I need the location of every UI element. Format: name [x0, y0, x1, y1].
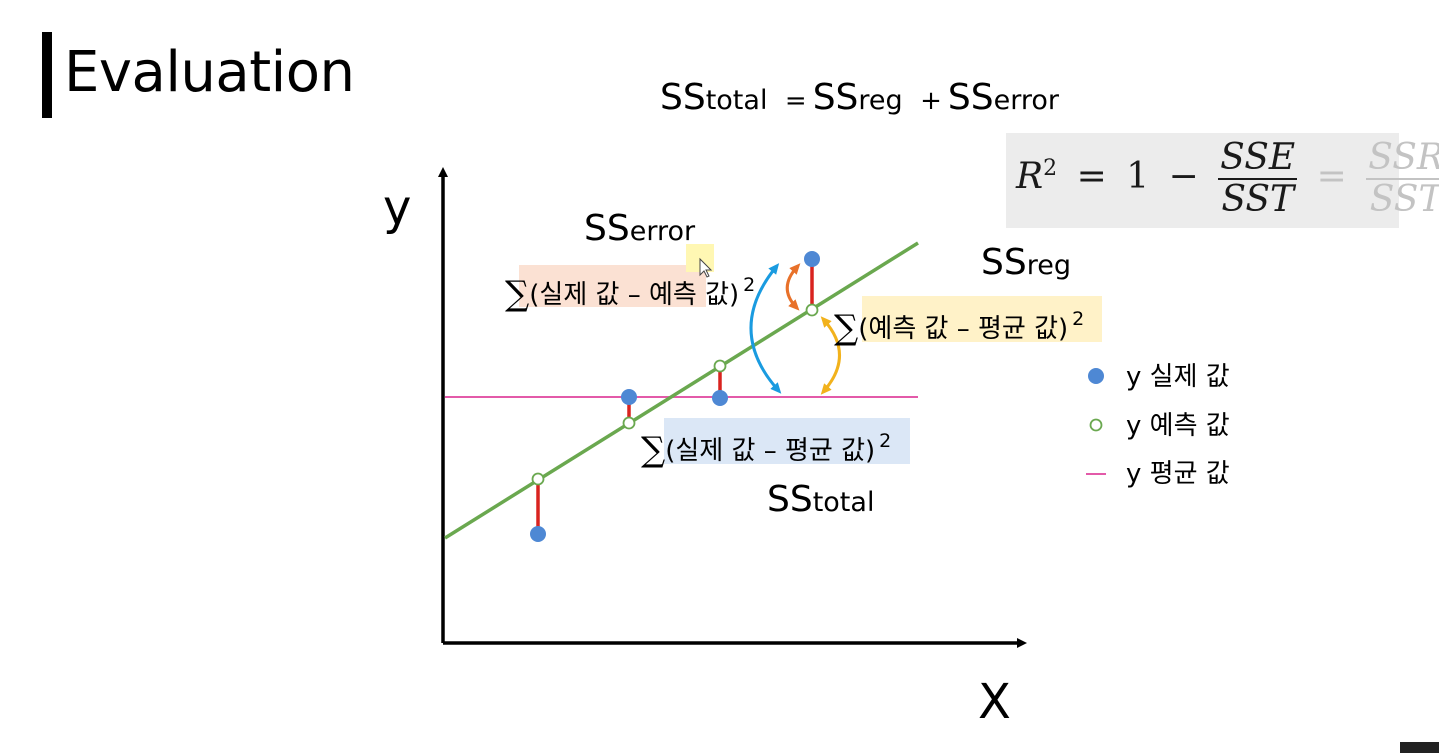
eq-term1-main: SS [812, 77, 859, 118]
actual-point [621, 389, 637, 405]
r2-fraction-ssr-sst: SSR SST [1366, 138, 1439, 220]
formula-body: (실제 값 – 평균 값) [665, 436, 876, 466]
r2-formula-box [1006, 133, 1399, 228]
ss-total-sub: total [812, 487, 875, 518]
sum-symbol: ∑ [834, 308, 859, 348]
formula-exponent: 2 [743, 274, 756, 296]
r2-equals: = [1076, 156, 1107, 197]
regression-line [444, 241, 919, 540]
eq-plus: + [920, 86, 942, 116]
r2-frac1-denominator: SST [1221, 179, 1295, 220]
ss-reg-sub: reg [1026, 250, 1071, 281]
video-overlay-corner [1400, 742, 1439, 753]
predicted-point [713, 359, 727, 373]
formula-sstotal: ∑(실제 값 – 평균 값) 2 [641, 424, 891, 468]
actual-point [712, 390, 728, 406]
r2-fraction-sse-sst: SSE SST [1218, 137, 1298, 220]
formula-exponent: 2 [1072, 308, 1085, 330]
arrow-sstotal [749, 263, 782, 394]
r2-exponent: 2 [1043, 156, 1058, 181]
legend-mean-label: y 평균 값 [1126, 459, 1230, 489]
r2-symbol: R [1016, 156, 1044, 197]
legend-predicted-label: y 예측 값 [1126, 411, 1230, 441]
ss-error-label: SSerror [584, 207, 695, 254]
actual-point [530, 526, 546, 542]
arrow-sserror [785, 263, 801, 311]
legend-actual-label: y 실제 값 [1126, 362, 1230, 392]
r2-frac2-numerator: SSR [1366, 138, 1439, 180]
y-axis-label: y [383, 180, 412, 236]
r2-minus: − [1168, 156, 1199, 197]
ss-error-main: SS [584, 208, 630, 249]
mouse-cursor-icon [699, 257, 713, 278]
formula-reg-highlight [862, 296, 1102, 342]
predicted-point [622, 416, 636, 430]
formula-total-highlight [664, 418, 910, 464]
r2-equals-faint: = [1316, 156, 1347, 197]
ss-total-label: SStotal [767, 478, 874, 525]
legend-predicted-marker [1089, 418, 1103, 432]
sum-symbol: ∑ [641, 430, 666, 470]
actual-point [804, 251, 820, 267]
predicted-point [805, 303, 819, 317]
eq-term1-sub: reg [858, 85, 903, 116]
formula-exponent: 2 [879, 430, 892, 452]
r2-lhs: R2 [1016, 156, 1057, 197]
formula-ssreg: ∑(예측 값 – 평균 값) 2 [834, 302, 1084, 346]
predicted-point [531, 472, 545, 486]
formula-body: (예측 값 – 평균 값) [858, 314, 1069, 344]
r2-formula: R2 = 1 − SSE SST = SSR SST [1016, 138, 1439, 220]
eq-lhs-main: SS [660, 77, 706, 118]
r2-frac1-numerator: SSE [1218, 137, 1298, 180]
sum-symbol: ∑ [505, 274, 530, 314]
formula-sserror: ∑(실제 값 – 예측 값) 2 [505, 268, 755, 312]
slide-title: Evaluation [64, 40, 355, 105]
r2-one: 1 [1126, 156, 1150, 197]
ss-error-sub: error [629, 216, 696, 247]
eq-lhs-sub: total [705, 85, 768, 116]
arrow-ssreg [820, 316, 841, 395]
eq-term2-main: SS [947, 77, 994, 118]
ss-total-main: SS [767, 479, 813, 520]
formula-body: (실제 값 – 예측 값) [529, 280, 740, 310]
formula-error-highlight [519, 265, 706, 307]
legend-actual-marker [1088, 368, 1104, 384]
eq-equals: = [784, 86, 807, 116]
r2-frac2-denominator: SST [1369, 179, 1439, 220]
eq-term2-sub: error [993, 85, 1059, 116]
ss-decomposition-equation: SStotal = SSreg + SSerror [660, 74, 1059, 125]
ss-reg-main: SS [981, 242, 1027, 283]
title-accent-bar [42, 32, 52, 118]
x-axis-label: X [978, 674, 1011, 730]
ss-reg-label: SSreg [981, 241, 1071, 288]
